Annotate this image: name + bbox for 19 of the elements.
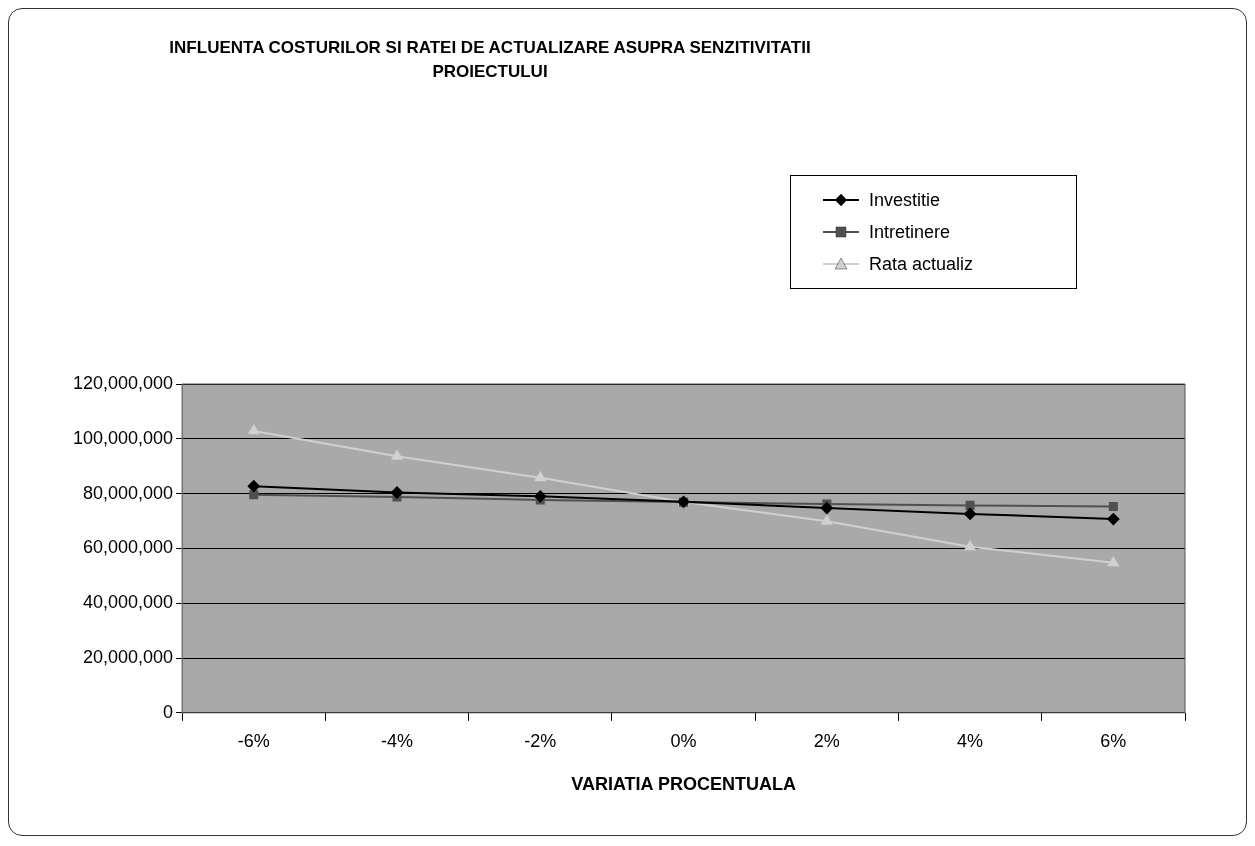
y-tick-label: 100,000,000 [72, 427, 174, 448]
y-tick-label: 60,000,000 [83, 537, 174, 558]
x-tick-label: -4% [381, 730, 414, 751]
x-tick-label: 2% [813, 730, 840, 751]
y-tick-label: 0 [163, 701, 174, 722]
chart-title: INFLUENTA COSTURILOR SI RATEI DE ACTUALIZARE ASUPRA SENZITIVITATII PROIECTULUI [168, 37, 812, 83]
x-tick-label: -6% [237, 730, 270, 751]
y-tick-label: 120,000,000 [72, 372, 174, 393]
y-tick-label: 40,000,000 [83, 592, 174, 613]
x-tick-label: 0% [670, 730, 697, 751]
x-tick-label: 6% [1100, 730, 1127, 751]
legend-label: Investitie [869, 189, 941, 211]
y-tick-label: 80,000,000 [83, 482, 174, 503]
y-tick-label: 20,000,000 [83, 646, 174, 667]
legend-label: Rata actualiz [869, 253, 974, 275]
legend-label: Intretinere [869, 221, 951, 243]
x-axis-title: VARIATIA PROCENTUALA [571, 774, 796, 795]
x-tick-label: 4% [957, 730, 984, 751]
x-tick-label: -2% [524, 730, 557, 751]
